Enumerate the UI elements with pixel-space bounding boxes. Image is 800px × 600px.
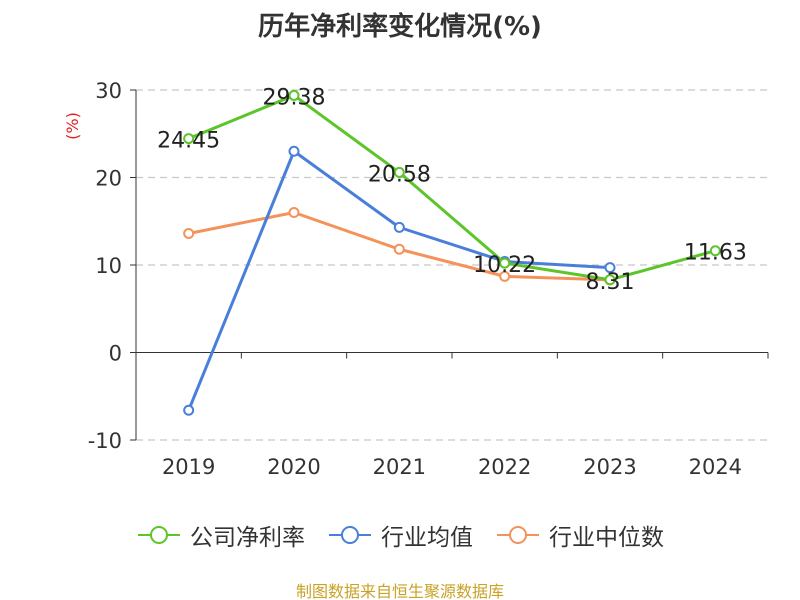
y-tick-label: 0 [109,342,122,366]
x-tick-label: 2019 [162,455,215,479]
legend-label-industry-median: 行业中位数 [549,525,664,551]
series-2 [183,207,616,286]
data-point [709,245,721,257]
gridlines [136,89,768,441]
axes: 30 20 10 0 -10 2019 2020 2021 2022 2023 2024 (%) [63,79,769,479]
data-label: 8.31 [586,270,635,295]
data-point [183,228,195,239]
data-point [288,207,300,218]
data-label: 10.22 [473,253,536,278]
source-note: 制图数据来自恒生聚源数据库 [295,582,504,600]
legend-item-industry-mean[interactable]: 行业均值 [327,518,473,552]
series-line-1 [187,149,611,411]
data-point [183,404,195,416]
data-point [183,133,195,145]
y-tick-label: -10 [88,429,122,453]
y-tick-label: 10 [95,254,122,278]
series [183,89,721,416]
legend-label-company: 公司净利率 [190,525,305,551]
x-tick-label: 2020 [267,455,320,479]
data-label: 11.63 [684,241,747,266]
data-label: 29.38 [263,85,326,110]
x-tick-label: 2022 [478,455,531,479]
x-tick-label: 2023 [583,455,636,479]
y-tick-label: 20 [95,167,122,191]
data-label: 24.45 [157,129,220,154]
data-point [499,257,511,269]
data-point [393,221,405,233]
data-point [499,270,511,282]
legend: 公司净利率 行业均值 行业中位数 [0,518,800,552]
legend-item-industry-median[interactable]: 行业中位数 [495,518,664,552]
legend-label-industry-mean: 行业均值 [381,525,473,551]
chart-title: 历年净利率变化情况(%) [258,12,542,42]
legend-swatch-industry-mean [329,526,371,544]
data-point [393,166,405,178]
data-labels: 24.45 29.38 20.58 10.22 8.31 11.63 [157,85,747,294]
legend-swatch-company [138,526,180,544]
data-point [604,274,616,286]
data-point [288,145,300,157]
y-tick-label: 30 [95,79,122,103]
legend-item-company[interactable]: 公司净利率 [136,518,305,552]
legend-swatch-industry-median [497,526,539,544]
series-0 [183,89,721,286]
data-point [604,262,616,274]
y-axis-label: (%) [63,112,82,140]
data-point [288,89,300,101]
data-label: 20.58 [368,162,431,187]
x-tick-label: 2024 [689,455,742,479]
data-point [393,243,405,255]
x-tick-label: 2021 [373,455,426,479]
series-line-0 [188,93,716,282]
